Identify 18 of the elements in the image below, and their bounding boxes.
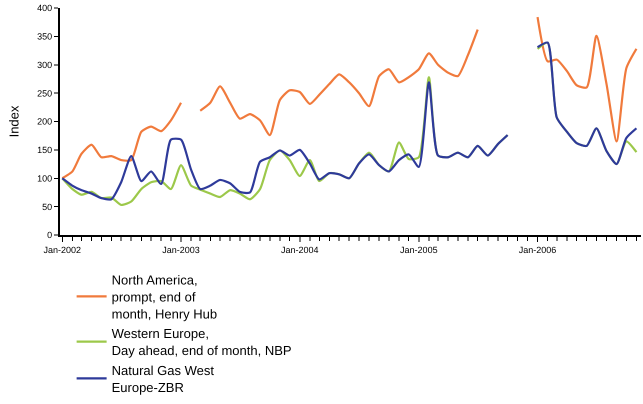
y-tick-label: 300 (37, 60, 52, 70)
y-tick-label: 200 (37, 116, 52, 127)
legend-label: North America, prompt, end of month, Henry Hub (112, 272, 218, 322)
y-tick-label: 250 (37, 88, 52, 98)
y-tick-label: 400 (37, 3, 52, 14)
y-tick-label: 100 (37, 173, 52, 184)
x-tick-label: Jan-2005 (400, 244, 438, 255)
x-tick-label: Jan-2006 (518, 244, 556, 255)
y-tick-label: 50 (42, 202, 52, 212)
legend-label: Natural Gas West Europe-ZBR (112, 363, 214, 395)
x-tick-label: Jan-2003 (162, 244, 200, 255)
legend-label: Western Europe, Day ahead, end of month, NBP (112, 326, 292, 358)
x-tick-label: Jan-2004 (280, 244, 319, 255)
y-tick-label: 150 (37, 145, 52, 156)
y-axis-title: Index (6, 105, 22, 138)
y-tick-label: 350 (37, 32, 52, 42)
x-tick-label: Jan-2002 (44, 244, 82, 255)
y-tick-label: 0 (47, 230, 52, 240)
